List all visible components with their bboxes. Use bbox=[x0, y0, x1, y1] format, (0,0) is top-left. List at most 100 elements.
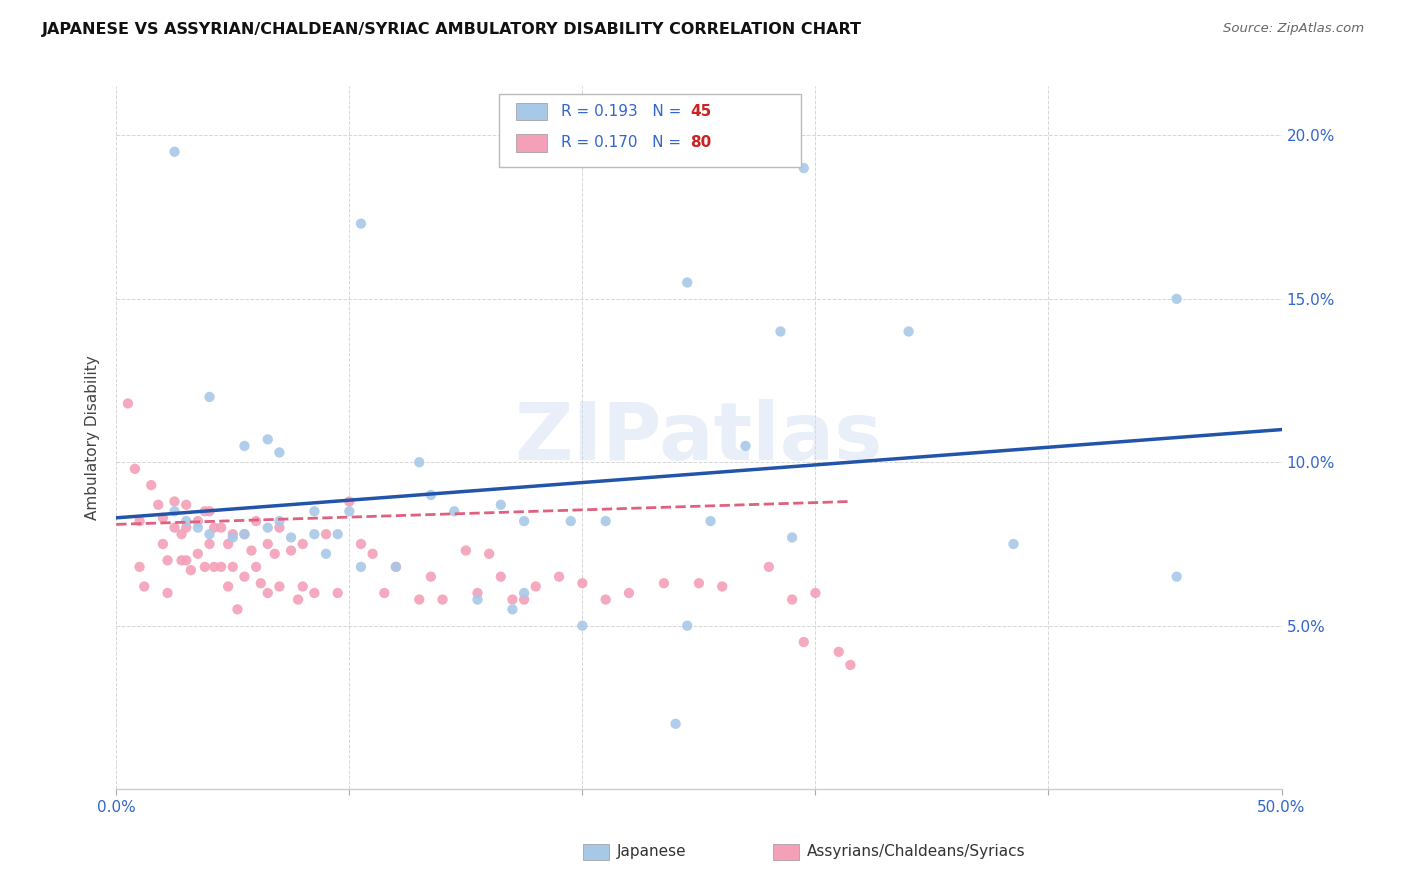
Point bbox=[408, 592, 430, 607]
Point bbox=[897, 325, 920, 339]
Point bbox=[524, 579, 547, 593]
Point bbox=[269, 521, 291, 535]
Point bbox=[209, 521, 232, 535]
Point bbox=[571, 618, 593, 632]
Point bbox=[269, 579, 291, 593]
Point bbox=[688, 576, 710, 591]
Point bbox=[676, 276, 699, 290]
Point bbox=[419, 488, 441, 502]
Point bbox=[152, 511, 174, 525]
Point bbox=[489, 498, 512, 512]
Point bbox=[269, 514, 291, 528]
Point bbox=[287, 592, 309, 607]
Point bbox=[128, 514, 150, 528]
Text: Assyrians/Chaldeans/Syriacs: Assyrians/Chaldeans/Syriacs bbox=[807, 845, 1025, 859]
Point bbox=[793, 635, 815, 649]
Point bbox=[174, 521, 197, 535]
Point bbox=[350, 560, 373, 574]
Point bbox=[233, 569, 256, 583]
Point bbox=[163, 504, 186, 518]
Point bbox=[187, 521, 209, 535]
Point bbox=[595, 592, 617, 607]
Point bbox=[291, 579, 314, 593]
Point bbox=[202, 521, 225, 535]
Point bbox=[711, 579, 734, 593]
Point bbox=[209, 560, 232, 574]
Point bbox=[245, 514, 267, 528]
Point bbox=[734, 439, 756, 453]
Point bbox=[665, 716, 688, 731]
Point bbox=[361, 547, 384, 561]
Point bbox=[780, 531, 803, 545]
Point bbox=[758, 560, 780, 574]
Point bbox=[141, 478, 163, 492]
Point bbox=[513, 514, 536, 528]
Text: ZIPatlas: ZIPatlas bbox=[515, 399, 883, 476]
Text: R = 0.170   N =: R = 0.170 N = bbox=[561, 136, 686, 150]
Point bbox=[304, 586, 326, 600]
Point bbox=[226, 602, 249, 616]
Point bbox=[454, 543, 477, 558]
Point bbox=[513, 586, 536, 600]
Point bbox=[263, 547, 285, 561]
Point bbox=[117, 396, 139, 410]
Point bbox=[804, 586, 827, 600]
Point bbox=[291, 537, 314, 551]
Point bbox=[828, 645, 851, 659]
Point bbox=[156, 586, 179, 600]
Point bbox=[1166, 569, 1188, 583]
Point bbox=[249, 576, 271, 591]
Point bbox=[180, 563, 202, 577]
Point bbox=[373, 586, 395, 600]
Point bbox=[222, 531, 245, 545]
Point bbox=[163, 494, 186, 508]
Point bbox=[198, 390, 221, 404]
Point bbox=[652, 576, 675, 591]
Point bbox=[280, 531, 302, 545]
Point bbox=[233, 527, 256, 541]
Point bbox=[560, 514, 582, 528]
Point bbox=[1166, 292, 1188, 306]
Point bbox=[676, 618, 699, 632]
Point bbox=[198, 537, 221, 551]
Point bbox=[839, 657, 862, 672]
Text: Source: ZipAtlas.com: Source: ZipAtlas.com bbox=[1223, 22, 1364, 36]
Point bbox=[467, 586, 489, 600]
Point bbox=[337, 504, 360, 518]
Point bbox=[326, 527, 349, 541]
Point bbox=[128, 560, 150, 574]
Point bbox=[1002, 537, 1025, 551]
Text: 80: 80 bbox=[690, 136, 711, 150]
Point bbox=[170, 527, 193, 541]
Point bbox=[467, 592, 489, 607]
Point bbox=[408, 455, 430, 469]
Point bbox=[501, 592, 523, 607]
Point bbox=[174, 514, 197, 528]
Point bbox=[337, 494, 360, 508]
Point bbox=[280, 543, 302, 558]
Point bbox=[489, 569, 512, 583]
Point bbox=[571, 576, 593, 591]
Point bbox=[478, 547, 501, 561]
Point bbox=[793, 161, 815, 175]
Point bbox=[187, 547, 209, 561]
Point bbox=[217, 537, 239, 551]
Point bbox=[256, 521, 278, 535]
Y-axis label: Ambulatory Disability: Ambulatory Disability bbox=[86, 355, 100, 520]
Point bbox=[443, 504, 465, 518]
Point bbox=[419, 569, 441, 583]
Point bbox=[595, 514, 617, 528]
Point bbox=[194, 560, 217, 574]
Point bbox=[256, 537, 278, 551]
Point bbox=[163, 145, 186, 159]
Point bbox=[304, 504, 326, 518]
Point bbox=[222, 560, 245, 574]
Point bbox=[156, 553, 179, 567]
Point bbox=[245, 560, 267, 574]
Point bbox=[617, 586, 640, 600]
Point bbox=[385, 560, 408, 574]
Point bbox=[350, 217, 373, 231]
Point bbox=[233, 439, 256, 453]
Point bbox=[202, 560, 225, 574]
Text: JAPANESE VS ASSYRIAN/CHALDEAN/SYRIAC AMBULATORY DISABILITY CORRELATION CHART: JAPANESE VS ASSYRIAN/CHALDEAN/SYRIAC AMB… bbox=[42, 22, 862, 37]
